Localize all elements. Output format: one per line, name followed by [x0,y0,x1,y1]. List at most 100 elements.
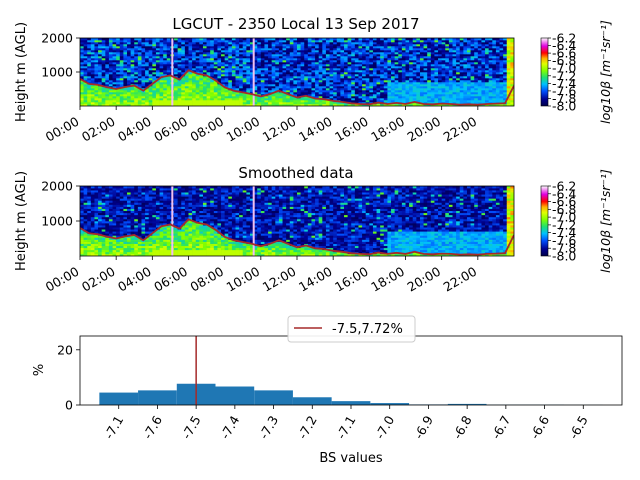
heatmap-cell [137,84,142,87]
heatmap-cell [174,100,178,103]
heatmap-cell [347,90,352,93]
heatmap-cell [365,58,370,61]
heatmap-cell [477,90,482,93]
heatmap-cell [228,54,233,57]
heatmap-cell [101,76,106,79]
heatmap-cell [293,46,298,49]
heatmap-cell [108,102,113,105]
heatmap-cell [409,94,414,97]
heatmap-cell [423,86,428,89]
heatmap-cell [297,44,301,47]
heatmap-cell [477,60,482,63]
heatmap-cell [231,50,236,53]
heatmap-cell [419,48,424,51]
heatmap-cell [123,225,128,228]
heatmap-cell [166,186,171,189]
heatmap-cell [253,90,258,93]
heatmap-cell [108,42,113,45]
heatmap-cell [495,68,500,71]
heatmap-cell [239,94,244,97]
heatmap-cell [235,50,240,53]
heatmap-cell [289,52,294,55]
heatmap-cell [112,221,117,224]
heatmap-cell [401,58,406,61]
heatmap-cell [387,60,392,63]
heatmap-cell [166,58,171,61]
heatmap-cell [452,98,457,101]
heatmap-cell [499,68,504,71]
heatmap-cell [137,44,142,47]
heatmap-cell [466,52,471,55]
heatmap-cell [108,216,113,220]
heatmap-cell [206,50,211,53]
heatmap-cell [271,68,276,71]
heatmap-cell [134,227,139,230]
heatmap-cell [456,58,461,61]
heatmap-cell [492,64,497,67]
heatmap-cell [427,64,432,67]
heatmap-cell [300,68,305,71]
heatmap-cell [322,88,327,91]
heatmap-cell [90,214,95,218]
heatmap-cell [499,96,504,99]
heatmap-cell [174,58,178,61]
heatmap-cell [427,74,432,77]
heatmap-cell [145,251,150,255]
heatmap-cell [358,80,363,83]
heatmap-cell [181,56,186,59]
heatmap-cell [155,52,160,55]
heatmap-cell [141,198,146,201]
heatmap-cell [268,90,272,93]
heatmap-cell [242,102,247,105]
heatmap-cell [253,72,258,75]
heatmap-cell [98,216,102,220]
heatmap-cell [300,56,305,59]
heatmap-cell [181,92,186,95]
heatmap-cell [499,94,504,97]
heatmap-cell [181,70,186,73]
heatmap-cell [166,38,171,41]
heatmap-cell [430,96,435,99]
heatmap-cell [130,60,135,63]
heatmap-cell [123,241,128,244]
heatmap-cell [409,82,414,85]
heatmap-cell [202,78,207,81]
heatmap-cell [155,202,160,205]
heatmap-cell [380,98,385,101]
heatmap-cell [98,82,102,85]
heatmap-cell [286,72,291,75]
heatmap-cell [268,64,272,67]
heatmap-cell [278,64,283,67]
heatmap-cell [383,64,388,67]
heatmap-cell [362,58,367,61]
heatmap-cell [155,96,160,99]
heatmap-cell [394,70,399,73]
heatmap-cell [423,42,428,45]
heatmap-cell [362,88,367,91]
heatmap-cell [329,70,334,73]
heatmap-cell [376,38,381,41]
heatmap-cell [148,66,153,69]
heatmap-cell [477,40,482,43]
heatmap-cell [116,52,121,55]
heatmap-cell [87,221,92,224]
heatmap-cell [466,78,471,81]
heatmap-cell [289,50,294,53]
heatmap-cell [159,227,164,230]
heatmap-cell [362,38,367,41]
heatmap-cell [206,70,211,73]
heatmap-cell [438,98,442,101]
heatmap-cell [474,80,479,83]
heatmap-cell [315,76,319,79]
heatmap-cell [286,64,291,67]
heatmap-cell [239,70,244,73]
heatmap-cell [322,52,327,55]
heatmap-cell [441,60,446,63]
heatmap-cell [401,78,406,81]
heatmap-cell [499,42,504,45]
heatmap-cell [202,50,207,53]
heatmap-cell [87,196,92,199]
heatmap-cell [311,80,316,83]
heatmap-cell [253,58,258,61]
heatmap-cell [206,64,211,67]
